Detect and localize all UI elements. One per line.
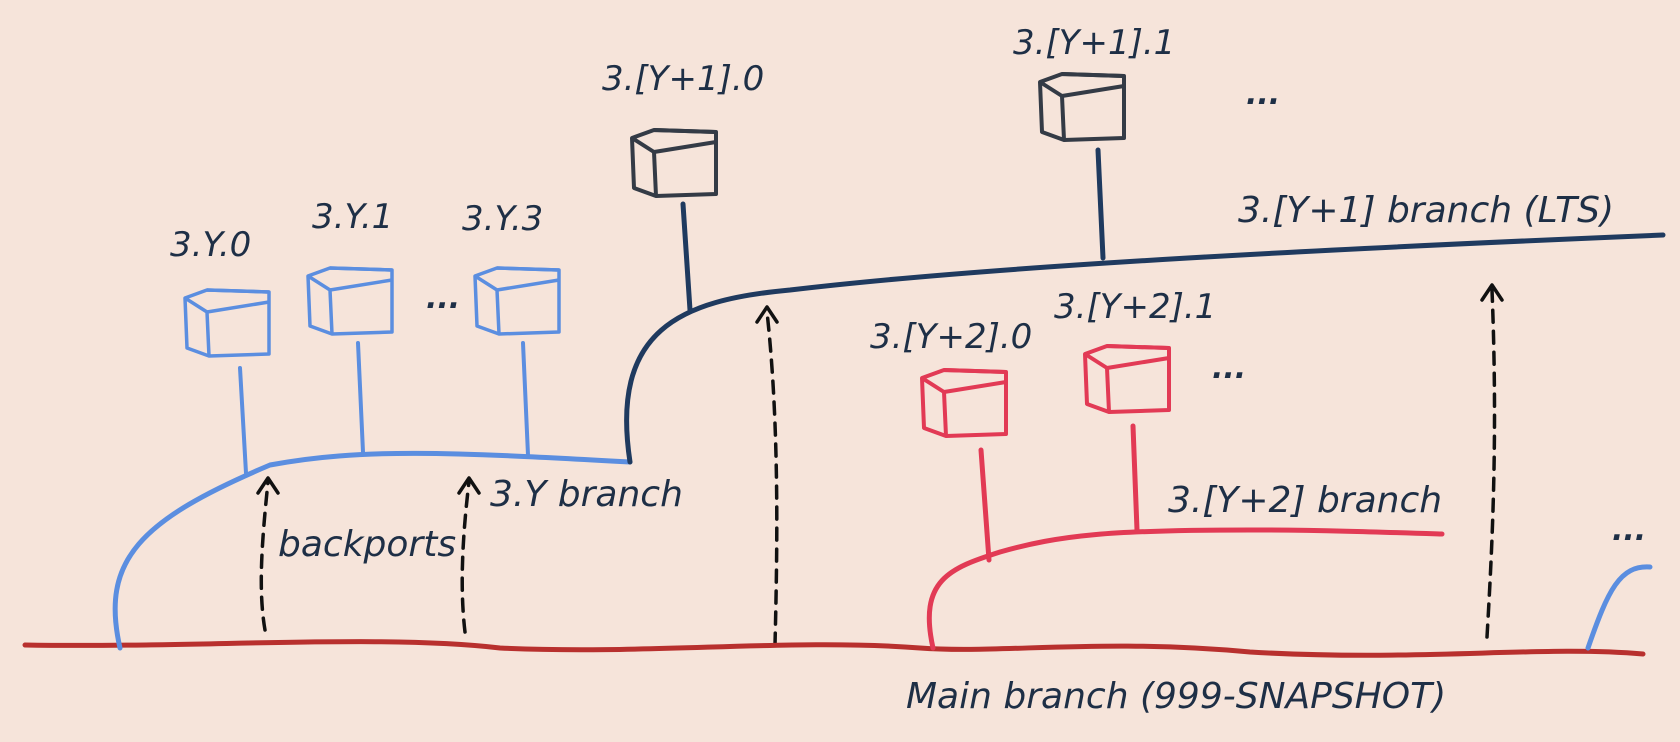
backport-arrow-icon [1480, 283, 1504, 639]
release-label-3y2-0: 3.[Y+2].0 [870, 317, 1032, 357]
release-box-icon [473, 266, 561, 336]
ellipsis-3y2: ... [1212, 351, 1246, 386]
release-box-icon [920, 368, 1008, 438]
release-label-3y3: 3.Y.3 [462, 199, 543, 239]
backport-arrows [256, 283, 1504, 647]
branch-label-3y1-lts: 3.[Y+1] branch (LTS) [1238, 190, 1614, 231]
branch-3y2 [926, 423, 1445, 651]
backport-arrow-icon [755, 305, 779, 647]
branch-label-3y2: 3.[Y+2] branch [1168, 480, 1442, 521]
release-box-icon [1083, 344, 1171, 414]
release-box-icon [183, 288, 271, 358]
release-box-icon [630, 128, 718, 198]
ellipsis-next: ... [1612, 513, 1646, 548]
ellipsis-3y1: ... [1246, 77, 1280, 112]
release-box-icon [1038, 72, 1126, 142]
release-box-icon [306, 266, 394, 336]
branch-label-main: Main branch (999-SNAPSHOT) [906, 676, 1446, 717]
release-label-3y2-1: 3.[Y+2].1 [1054, 287, 1216, 327]
backport-arrow-icon [457, 476, 481, 634]
ellipsis-3y: ... [426, 281, 460, 316]
release-label-3y1: 3.Y.1 [312, 197, 393, 237]
branch-3y [112, 341, 633, 651]
release-label-3y1-1: 3.[Y+1].1 [1013, 23, 1175, 63]
release-label-3y0: 3.Y.0 [170, 225, 251, 265]
backports-label: backports [278, 524, 456, 565]
branch-3y1-lts [624, 147, 1666, 465]
backport-arrow-icon [256, 476, 280, 632]
branch-label-3y: 3.Y branch [490, 474, 683, 515]
release-label-3y1-0: 3.[Y+1].0 [602, 59, 764, 99]
next-branch-stub [1585, 564, 1653, 651]
main-branch-line [22, 639, 1646, 658]
